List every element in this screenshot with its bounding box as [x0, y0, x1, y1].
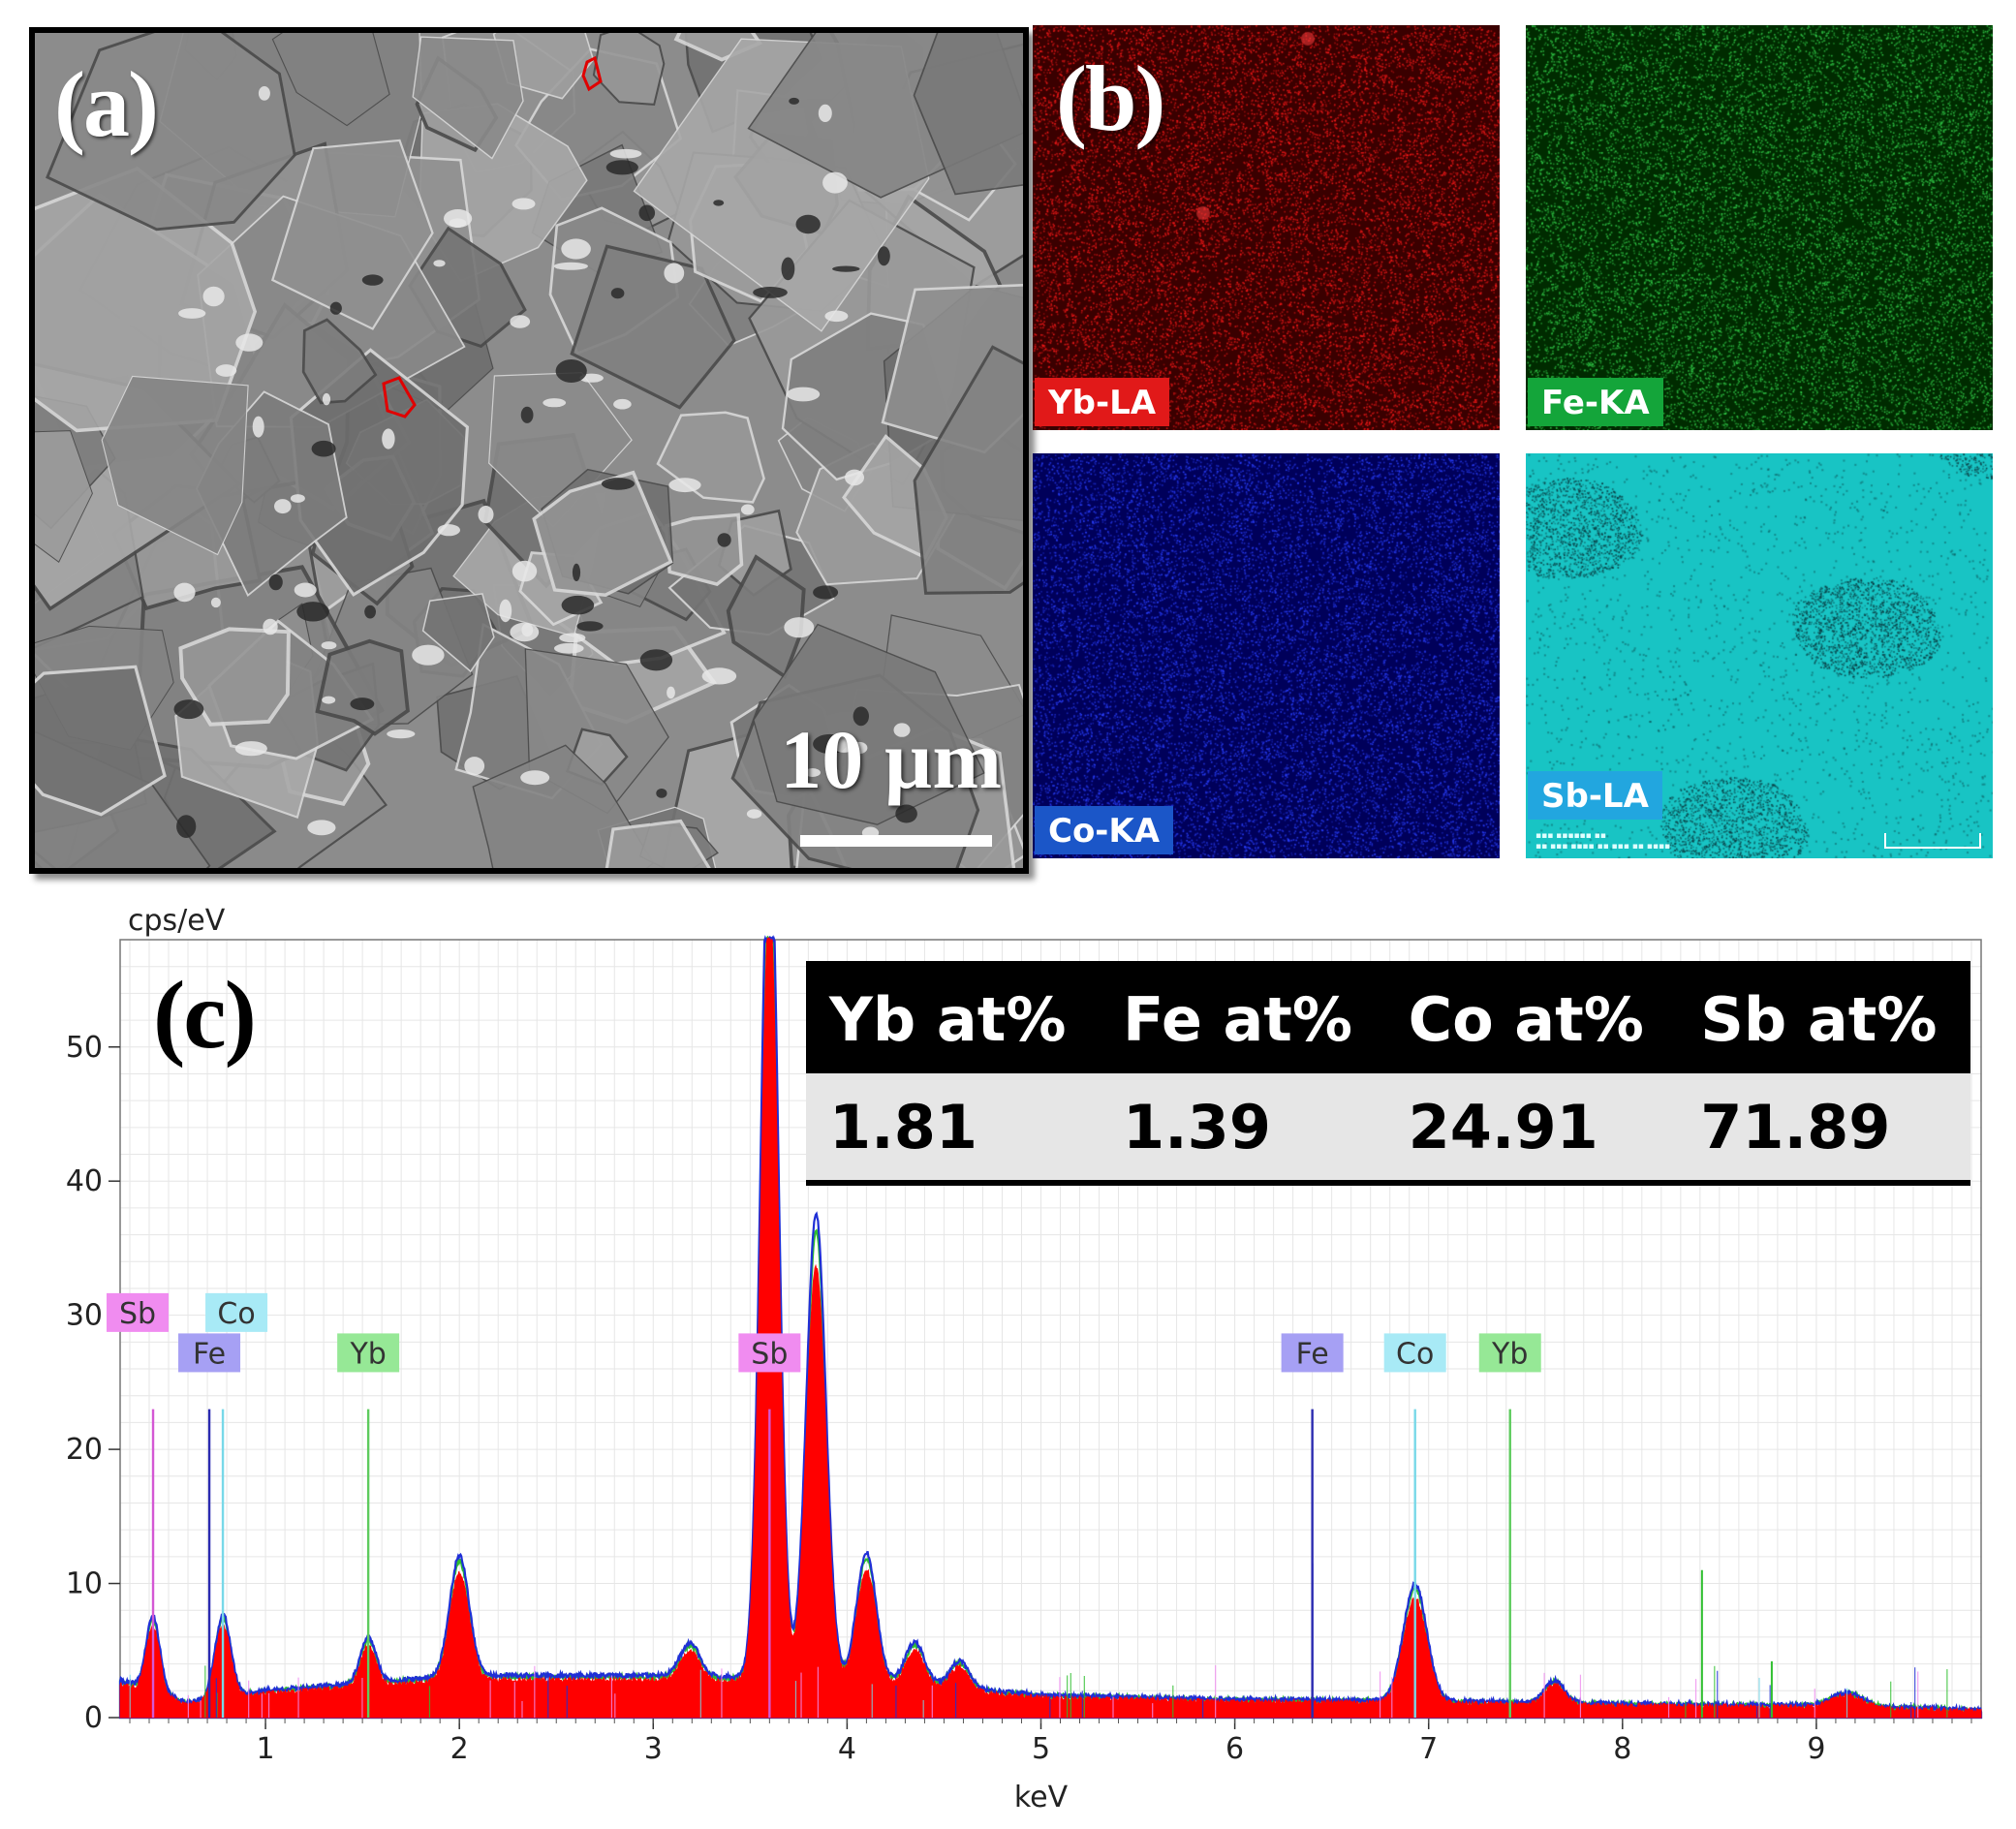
x-tick-label: 4	[838, 1732, 856, 1766]
element-marker-label: Sb	[751, 1337, 788, 1371]
element-marker-yb: Yb	[337, 1333, 400, 1718]
element-marker-fe: Fe	[178, 1333, 241, 1718]
map-scale-bar	[1884, 833, 1981, 849]
composition-header-row: Yb at% Fe at% Co at% Sb at%	[806, 961, 1970, 1073]
value-co: 24.91	[1384, 1073, 1678, 1186]
composition-table: Yb at% Fe at% Co at% Sb at% 1.81 1.39 24…	[806, 961, 1970, 1186]
x-tick-label: 5	[1032, 1732, 1050, 1766]
composition-value-row: 1.81 1.39 24.91 71.89	[806, 1073, 1970, 1186]
eds-map-fe: Fe-KA	[1526, 25, 1993, 430]
scale-bar	[800, 835, 992, 847]
y-tick-label: 40	[66, 1164, 103, 1198]
y-tick-label: 20	[66, 1433, 103, 1467]
x-tick-label: 6	[1225, 1732, 1244, 1766]
x-tick-label: 7	[1419, 1732, 1438, 1766]
y-axis-label: cps/eV	[128, 904, 226, 938]
element-marker-sb: Sb	[738, 1333, 801, 1718]
panel-c-tag: (c)	[153, 961, 257, 1069]
sem-grain-texture	[35, 33, 1023, 868]
col-header-co: Co at%	[1384, 961, 1678, 1073]
y-tick-label: 30	[66, 1299, 103, 1333]
eds-map-sb: Sb-LA ▪▪▪ ▪▪▪▪▪▪ ▪▪ ▪▪ ▪▪▪ ▪▪▪▪ ▪▪ ▪▪▪ ▪▪…	[1526, 453, 1993, 858]
element-marker-yb: Yb	[1478, 1333, 1541, 1718]
element-marker-co: Co	[1383, 1333, 1446, 1718]
eds-map-yb: Yb-LA	[1033, 25, 1500, 430]
col-header-yb: Yb at%	[806, 961, 1100, 1073]
value-fe: 1.39	[1099, 1073, 1385, 1186]
x-tick-label: 2	[450, 1732, 469, 1766]
eds-map-label: Sb-LA	[1528, 771, 1662, 820]
x-tick-label: 3	[644, 1732, 663, 1766]
element-marker-label: Fe	[1296, 1337, 1329, 1371]
eds-map-co-canvas	[1033, 453, 1500, 858]
x-tick-label: 9	[1807, 1732, 1825, 1766]
col-header-fe: Fe at%	[1099, 961, 1385, 1073]
y-tick-label: 10	[66, 1567, 103, 1601]
y-tick-label: 0	[84, 1701, 103, 1735]
eds-map-label: Co-KA	[1035, 806, 1174, 854]
value-sb: 71.89	[1677, 1073, 1970, 1186]
element-marker-label: Sb	[119, 1297, 156, 1331]
y-tick-label: 50	[66, 1031, 103, 1065]
x-tick-label: 1	[257, 1732, 275, 1766]
x-tick-label: 8	[1613, 1732, 1631, 1766]
eds-map-co: Co-KA	[1033, 453, 1500, 858]
sem-image: (a) 10 µm	[29, 27, 1029, 874]
scale-bar-label: 10 µm	[780, 713, 1002, 806]
element-marker-label: Yb	[1491, 1337, 1528, 1371]
instrument-caption-glyphs: ▪▪▪ ▪▪▪▪▪▪ ▪▪ ▪▪ ▪▪▪ ▪▪▪▪ ▪▪ ▪▪▪ ▪▪ ▪▪▪▪	[1535, 831, 1671, 852]
panel-a-tag: (a)	[54, 52, 159, 156]
element-marker-label: Yb	[349, 1337, 386, 1371]
element-marker-sb: Sb	[107, 1292, 170, 1718]
col-header-sb: Sb at%	[1677, 961, 1970, 1073]
x-axis-label: keV	[1014, 1781, 1069, 1814]
element-marker-fe: Fe	[1281, 1333, 1344, 1718]
element-marker-co: Co	[205, 1292, 268, 1718]
eds-map-fe-canvas	[1526, 25, 1993, 430]
panel-b-tag: (b)	[1056, 46, 1165, 150]
eds-map-label: Fe-KA	[1528, 378, 1663, 426]
element-marker-label: Fe	[193, 1337, 226, 1371]
spectrum-series-0	[119, 937, 1982, 1719]
element-marker-label: Co	[1396, 1337, 1434, 1371]
eds-map-yb-canvas	[1033, 25, 1500, 430]
value-yb: 1.81	[806, 1073, 1100, 1186]
element-marker-label: Co	[217, 1297, 255, 1331]
eds-map-label: Yb-LA	[1035, 378, 1170, 426]
